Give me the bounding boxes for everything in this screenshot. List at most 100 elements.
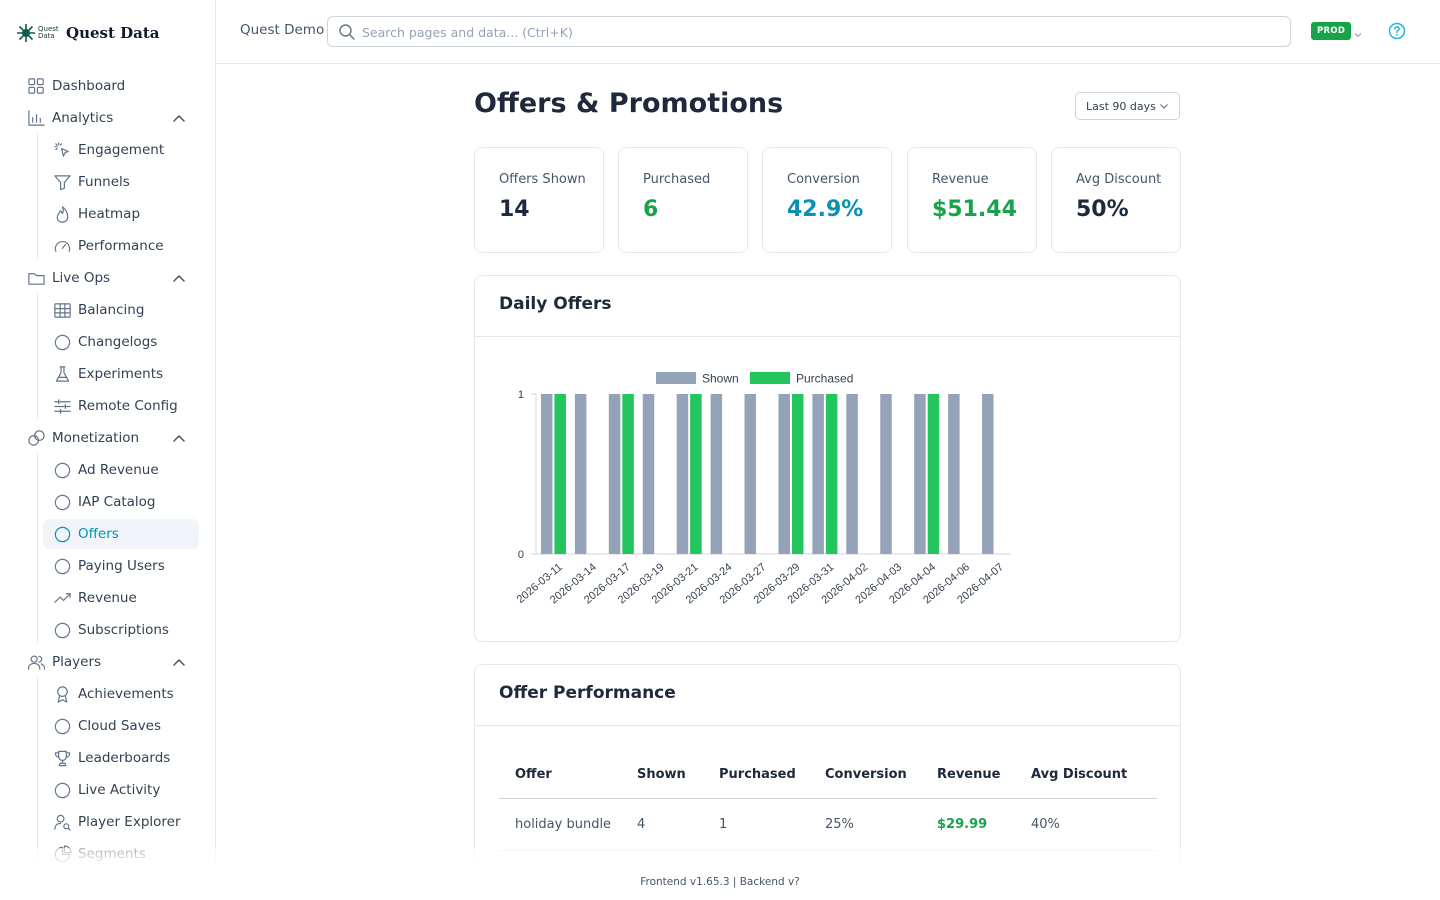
circle-icon — [52, 716, 72, 736]
bar-purchased-2026-03-29 — [791, 394, 804, 554]
sidebar-item-label: Engagement — [78, 142, 165, 158]
sidebar-item-live-activity[interactable]: Live Activity — [0, 775, 215, 805]
sidebar-item-label: Monetization — [52, 430, 140, 446]
column-header-conversion[interactable]: Conversion — [825, 751, 937, 799]
sidebar-item-paying-users[interactable]: Paying Users — [0, 551, 215, 581]
column-header-avg-discount[interactable]: Avg Discount — [1031, 751, 1157, 799]
table-row[interactable]: holiday bundle 4 1 25% $29.99 40% — [499, 798, 1157, 851]
column-header-shown[interactable]: Shown — [637, 751, 719, 799]
search-box[interactable] — [327, 16, 1291, 47]
bar-shown-2026-04-07 — [982, 394, 994, 554]
sidebar-item-label: Paying Users — [78, 558, 165, 574]
cursor-click-icon — [52, 140, 72, 160]
kpi-label: Purchased — [643, 172, 711, 187]
circle-icon — [52, 332, 72, 352]
brand-name: Quest Data — [66, 24, 160, 42]
kpi-card-revenue: Revenue $51.44 — [907, 147, 1037, 253]
version-footer: Frontend v1.65.3 | Backend v? — [640, 876, 800, 888]
kpi-label: Offers Shown — [499, 172, 586, 187]
folder-icon — [26, 268, 46, 288]
sidebar-item-revenue[interactable]: Revenue — [0, 583, 215, 613]
sidebar-item-leaderboards[interactable]: Leaderboards — [0, 743, 215, 773]
kpi-card-conversion: Conversion 42.9% — [762, 147, 892, 253]
chevron-up-icon[interactable] — [170, 110, 188, 128]
top-header: Quest Demo PROD — [216, 0, 1440, 64]
bar-shown-2026-04-02 — [846, 394, 858, 554]
kpi-label: Revenue — [932, 172, 989, 187]
chevron-up-icon[interactable] — [170, 430, 188, 448]
sidebar-item-cloud-saves[interactable]: Cloud Saves — [0, 711, 215, 741]
sidebar-item-changelogs[interactable]: Changelogs — [0, 327, 215, 357]
kpi-value: 6 — [643, 197, 659, 222]
flame-icon — [52, 204, 72, 224]
bar-shown-2026-04-03 — [880, 394, 892, 554]
sidebar-item-monetization[interactable]: Monetization — [0, 423, 215, 453]
chevron-up-icon[interactable] — [170, 270, 188, 288]
table-icon — [52, 300, 72, 320]
sidebar-item-engagement[interactable]: Engagement — [0, 135, 215, 165]
search-input[interactable] — [362, 22, 1262, 42]
bar-purchased-2026-04-04 — [927, 394, 940, 554]
sidebar-item-label: Performance — [78, 238, 164, 254]
environment-badge[interactable]: PROD — [1311, 22, 1352, 40]
sidebar-item-ad-revenue[interactable]: Ad Revenue — [0, 455, 215, 485]
cell-shown: 4 — [637, 798, 719, 851]
sidebar-item-subscriptions[interactable]: Subscriptions — [0, 615, 215, 645]
sidebar-item-balancing[interactable]: Balancing — [0, 295, 215, 325]
sidebar-item-performance[interactable]: Performance — [0, 231, 215, 261]
sidebar-item-label: Live Activity — [78, 782, 161, 798]
sidebar-item-dashboard[interactable]: Dashboard — [0, 71, 215, 101]
sidebar-item-label: Revenue — [78, 590, 137, 606]
circle-icon — [52, 780, 72, 800]
page-title: Offers & Promotions — [474, 88, 784, 119]
search-icon — [338, 23, 356, 45]
daily-offers-card: Daily Offers 0 1 2026-03-11 2026-03-14 2026-… — [474, 275, 1181, 642]
sidebar-item-label: Remote Config — [78, 398, 178, 414]
flask-icon — [52, 364, 72, 384]
legend-label-purchased: Purchased — [796, 372, 853, 386]
sidebar-item-remote-config[interactable]: Remote Config — [0, 391, 215, 421]
bar-shown-2026-03-29 — [778, 394, 790, 554]
nav-group-line — [37, 133, 38, 259]
help-icon[interactable] — [1388, 22, 1406, 44]
sidebar-item-heatmap[interactable]: Heatmap — [0, 199, 215, 229]
project-name[interactable]: Quest Demo — [240, 22, 325, 38]
chevron-up-icon[interactable] — [170, 654, 188, 672]
sidebar-item-label: Heatmap — [78, 206, 141, 222]
y-tick-label: 1 — [518, 389, 524, 401]
sidebar-item-experiments[interactable]: Experiments — [0, 359, 215, 389]
cell-conversion: 25% — [825, 798, 937, 851]
date-range-select[interactable]: Last 90 days — [1075, 92, 1180, 120]
user-search-icon — [52, 812, 72, 832]
legend-label-shown: Shown — [702, 372, 739, 386]
legend-swatch-shown — [656, 372, 696, 384]
sidebar-item-label: IAP Catalog — [78, 494, 156, 510]
sidebar-item-live-ops[interactable]: Live Ops — [0, 263, 215, 293]
bar-shown-2026-03-27 — [744, 394, 757, 554]
column-header-offer[interactable]: Offer — [499, 751, 637, 799]
kpi-value: 14 — [499, 197, 530, 222]
sidebar-item-funnels[interactable]: Funnels — [0, 167, 215, 197]
sidebar-item-label: Cloud Saves — [78, 718, 162, 734]
card-title: Daily Offers — [499, 294, 612, 314]
sidebar-item-label: Analytics — [52, 110, 114, 126]
brand[interactable]: Quest Data Quest Data — [16, 18, 160, 48]
bar-shown-2026-04-06 — [948, 394, 960, 554]
bar-shown-2026-03-19 — [642, 394, 655, 554]
bar-shown-2026-03-31 — [812, 394, 824, 554]
column-header-revenue[interactable]: Revenue — [937, 751, 1031, 799]
chevron-down-icon[interactable] — [1353, 25, 1363, 44]
sidebar-item-label: Funnels — [78, 174, 130, 190]
sidebar-item-achievements[interactable]: Achievements — [0, 679, 215, 709]
sidebar-item-analytics[interactable]: Analytics — [0, 103, 215, 133]
sidebar-item-players[interactable]: Players — [0, 647, 215, 677]
sidebar-item-iap-catalog[interactable]: IAP Catalog — [0, 487, 215, 517]
kpi-card-offers-shown: Offers Shown 14 — [474, 147, 604, 253]
kpi-value: 50% — [1076, 197, 1129, 222]
column-header-purchased[interactable]: Purchased — [719, 751, 825, 799]
sidebar-item-offers[interactable]: Offers — [0, 519, 215, 549]
sidebar-item-player-explorer[interactable]: Player Explorer — [0, 807, 215, 837]
bar-purchased-2026-03-21 — [690, 394, 702, 554]
brand-mark-text: Quest Data — [38, 25, 59, 40]
